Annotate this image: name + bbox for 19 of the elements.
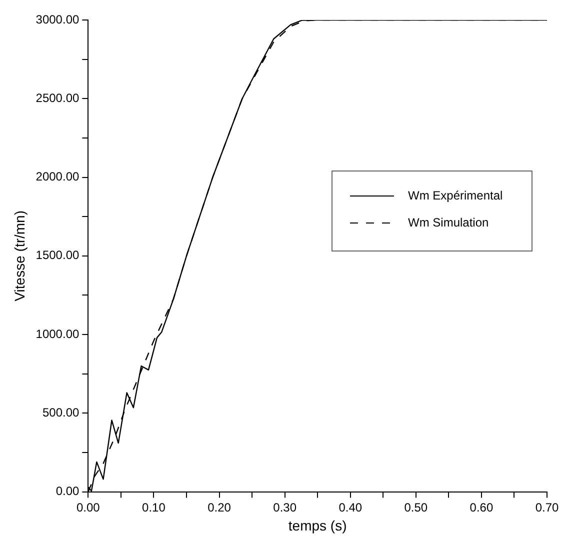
y-tick-label: 3000.00 (36, 12, 80, 26)
y-tick-label: 1000.00 (36, 326, 80, 341)
y-tick-label: 1500.00 (36, 248, 80, 262)
y-axis-title: Vitesse (tr/mn) (11, 210, 28, 302)
x-tick-label: 0.10 (142, 500, 166, 514)
y-tick-label: 2000.00 (36, 170, 80, 184)
x-axis-title: temps (s) (288, 517, 347, 534)
legend-label: Wm Expérimental (408, 188, 503, 202)
x-tick-label: 0.60 (470, 500, 494, 514)
legend-label: Wm Simulation (408, 215, 489, 230)
y-tick-label: 500.00 (42, 405, 80, 420)
x-tick-label: 0.20 (208, 500, 232, 514)
x-tick-label: 0.30 (273, 500, 297, 514)
x-tick-label: 0.40 (338, 500, 362, 514)
y-tick-label: 2500.00 (36, 90, 80, 105)
y-tick-label: 0.00 (56, 484, 80, 498)
x-tick-label: 0.50 (404, 500, 428, 514)
x-tick-label: 0.70 (535, 500, 559, 514)
x-tick-label: 0.00 (76, 500, 100, 514)
